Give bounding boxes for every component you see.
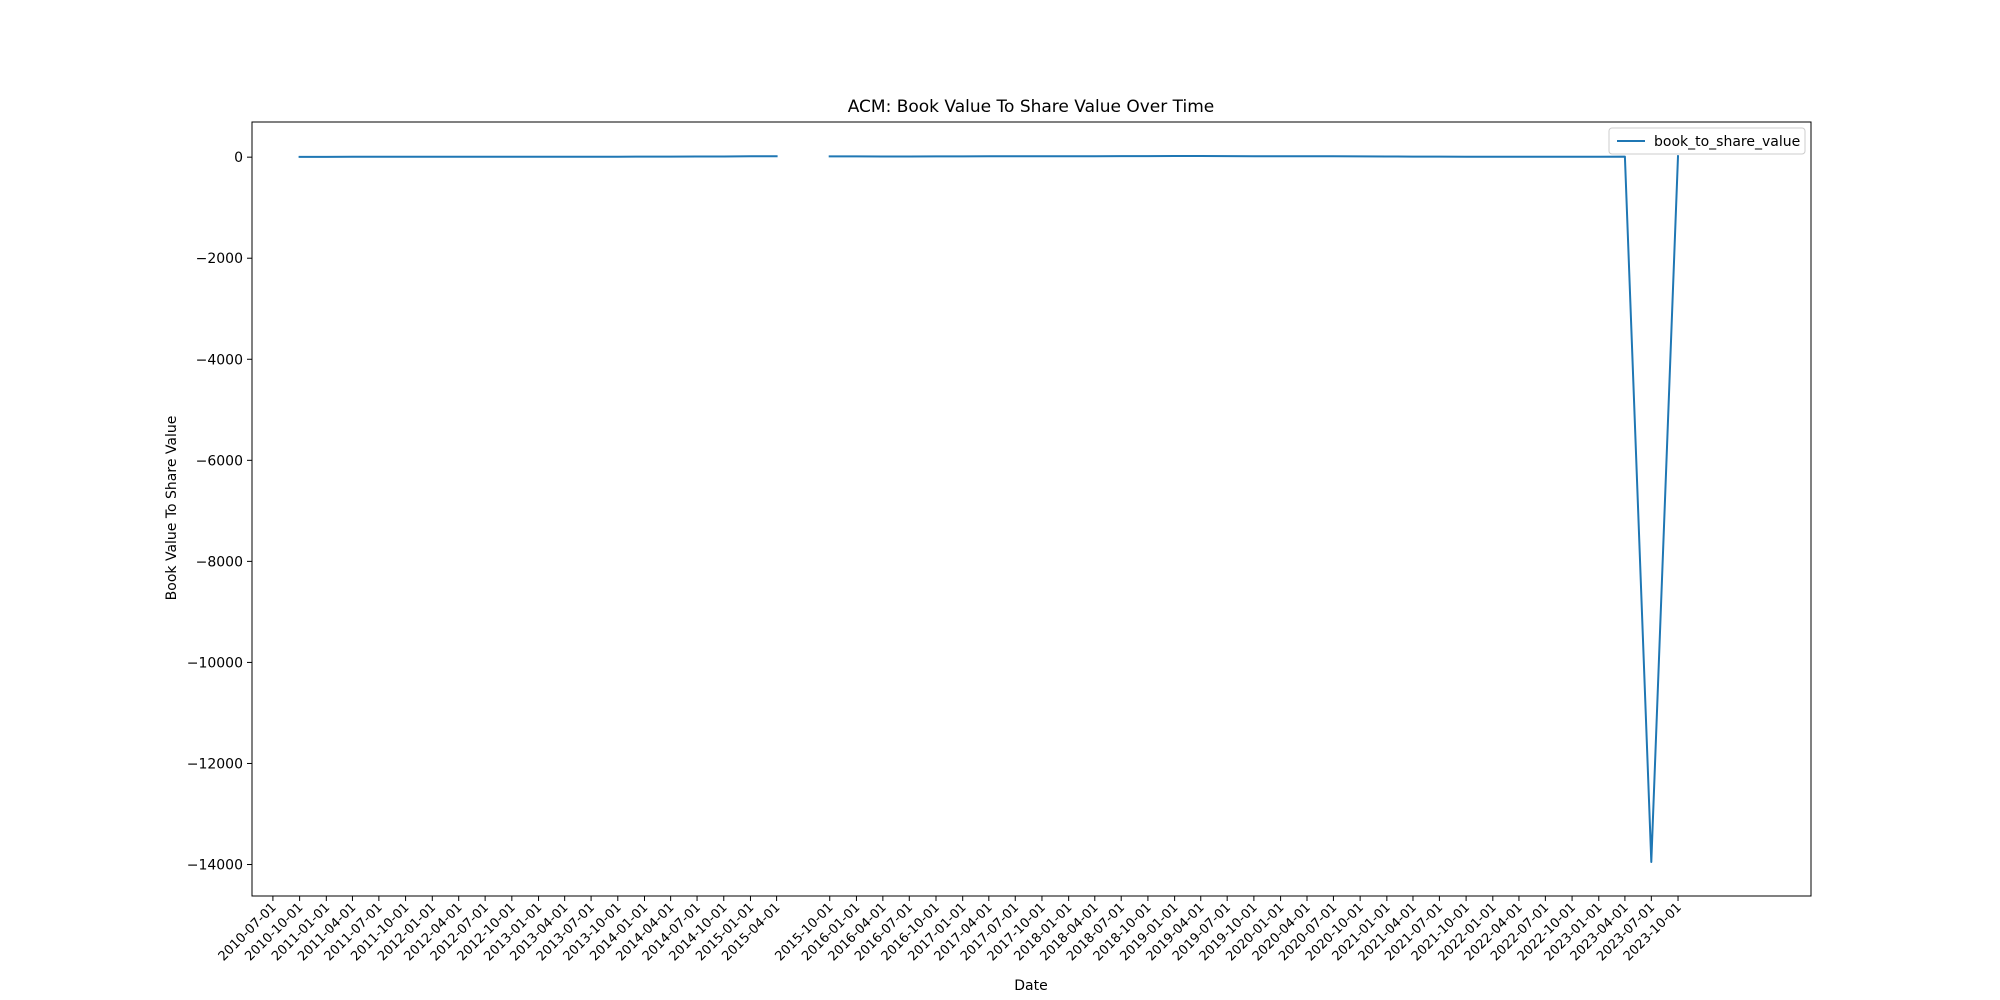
y-tick-label: −14000 [187,858,243,874]
y-tick-label: −12000 [187,756,243,772]
series-line-book_to_share_value-segment-1 [298,155,778,158]
y-tick-label: −6000 [196,453,243,469]
legend-box [1608,127,1806,155]
series-line-book_to_share_value-segment-2 [828,155,1680,863]
y-tick-label: 0 [234,150,243,166]
y-tick-label: −10000 [187,655,243,671]
plot-area: 2010-07-012010-10-012011-01-012011-04-01… [187,121,1812,964]
legend-label: book_to_share_value [1654,134,1800,150]
y-axis-label: Book Value To Share Value [164,416,180,601]
legend: book_to_share_value [1608,127,1806,155]
y-tick-label: −8000 [196,554,243,570]
chart-title: ACM: Book Value To Share Value Over Time [848,97,1215,117]
axes-frame [251,121,1812,897]
y-tick-label: −2000 [196,251,243,267]
x-axis-label: Date [1014,978,1047,994]
y-tick-label: −4000 [196,352,243,368]
